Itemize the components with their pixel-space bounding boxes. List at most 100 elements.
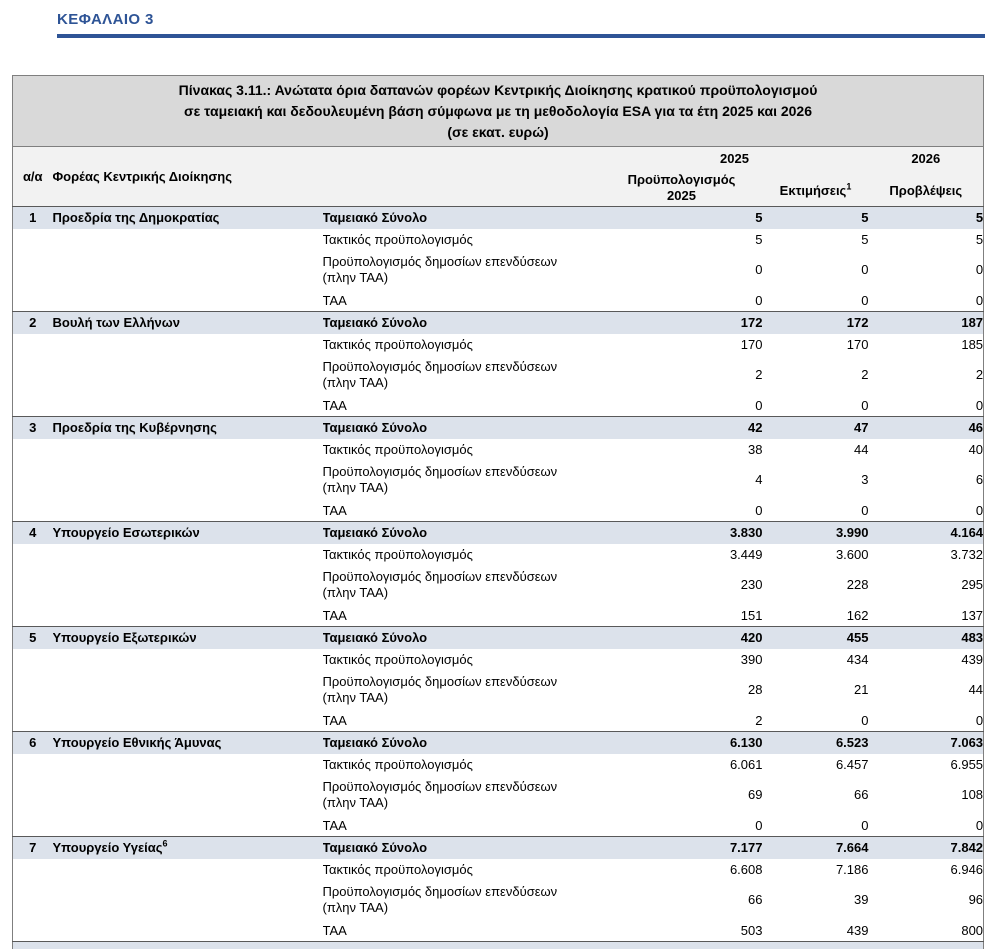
row-number-cell — [13, 776, 53, 815]
row-number-cell — [13, 356, 53, 395]
category-label-regular: Τακτικός προϋπολογισμός — [322, 442, 473, 457]
category-label-taa: ΤΑΑ — [322, 397, 347, 413]
value-estimates-2025: 162 — [846, 607, 869, 623]
entity-name-cell — [53, 334, 323, 356]
block-total-row-cutoff — [12, 941, 984, 949]
value-projections-2026: 0 — [975, 712, 984, 728]
category-label-regular: Τακτικός προϋπολογισμός — [322, 232, 473, 247]
value-estimates-2025: 0 — [861, 397, 869, 413]
value-estimates-2025: 0 — [861, 712, 869, 728]
entity-name-cell — [53, 229, 323, 251]
value-estimates-2025: 47 — [762, 416, 869, 439]
value-budget-2025: 0 — [755, 817, 763, 833]
header-aa: α/α — [12, 146, 53, 207]
entity-name-cell — [53, 671, 323, 710]
entity-name-cell: Υπουργείο Εσωτερικών — [52, 521, 323, 544]
value-projections-2026: 6.946 — [950, 862, 984, 877]
value-budget-2025: 2 — [755, 712, 763, 728]
block-taa-row: ΤΑΑ 151 162 137 — [13, 605, 984, 627]
block-total-row: 6 Υπουργείο Εθνικής Άμυνας Ταμειακό Σύνολο… — [12, 731, 984, 754]
category-label-pde: Προϋπολογισμός δημοσίων επενδύσεων (πλην … — [322, 569, 558, 600]
value-budget-2025: 2 — [755, 367, 763, 382]
block-taa-row: ΤΑΑ 0 0 0 — [13, 500, 984, 522]
value-budget-2025: 66 — [748, 892, 763, 907]
header-row-columns: Προϋπολογισμός 2025 Εκτιμήσεις1 Προβλέψει… — [13, 170, 984, 207]
value-estimates-2025: 21 — [854, 682, 869, 697]
value-budget-2025: 230 — [740, 577, 763, 592]
header-projections: Προβλέψεις — [868, 170, 984, 207]
value-projections-2026: 0 — [975, 292, 984, 308]
row-number-cell — [13, 859, 53, 881]
value-projections-2026: 7.063 — [868, 731, 984, 754]
category-label-total: Ταμειακό Σύνολο — [322, 311, 601, 334]
value-projections-2026: 439 — [961, 652, 984, 667]
row-number-cell — [13, 334, 53, 356]
value-projections-2026: 40 — [968, 442, 984, 457]
entity-name-cell — [53, 439, 323, 461]
table-title-row: Πίνακας 3.11.: Ανώτατα όρια δαπανών φορέ… — [12, 75, 984, 147]
value-estimates-2025: 66 — [854, 787, 869, 802]
row-number-cell — [13, 500, 53, 522]
row-number-cell — [13, 251, 53, 290]
value-budget-2025: 3.449 — [729, 547, 763, 562]
value-projections-2026: 5 — [975, 232, 984, 247]
header-budget-2025-line2: 2025 — [667, 188, 696, 204]
category-label-regular: Τακτικός προϋπολογισμός — [322, 337, 473, 352]
value-projections-2026: 7.842 — [868, 836, 984, 859]
table-title-line-2: σε ταμειακή και δεδουλευμένη βάση σύμφων… — [184, 102, 812, 119]
entity-name-cell — [53, 815, 323, 837]
category-label-taa: ΤΑΑ — [322, 292, 347, 308]
entity-name-cell: Βουλή των Ελλήνων — [52, 311, 323, 334]
row-number-cell — [13, 290, 53, 312]
category-label-pde: Προϋπολογισμός δημοσίων επενδύσεων (πλην … — [322, 359, 558, 390]
entity-name-cell — [53, 881, 323, 920]
category-label-total: Ταμειακό Σύνολο — [322, 416, 601, 439]
value-projections-2026: 4.164 — [868, 521, 984, 544]
block-total-row: 5 Υπουργείο Εξωτερικών Ταμειακό Σύνολο 420 4… — [12, 626, 984, 649]
row-number-cell — [13, 815, 53, 837]
value-budget-2025: 503 — [740, 922, 763, 938]
category-label-regular: Τακτικός προϋπολογισμός — [322, 652, 473, 667]
entity-name-cell: Υπουργείο Υγείας6 — [52, 836, 323, 859]
entity-name-cell — [53, 544, 323, 566]
block-total-row: 7 Υπουργείο Υγείας6 Ταμειακό Σύνολο 7.177 7.… — [12, 836, 984, 859]
value-projections-2026: 5 — [868, 206, 984, 229]
row-number-cell — [12, 941, 53, 949]
category-label-taa: ΤΑΑ — [322, 817, 347, 833]
block-taa-row: ΤΑΑ 0 0 0 — [13, 395, 984, 417]
value-projections-2026: 6 — [975, 472, 984, 487]
entity-name-cell: Υπουργείο Εξωτερικών — [52, 626, 323, 649]
row-number-cell — [13, 229, 53, 251]
block-total-row: 1 Προεδρία της Δημοκρατίας Ταμειακό Σύνολο… — [12, 206, 984, 229]
value-estimates-2025: 7.186 — [835, 862, 869, 877]
header-year-2025: 2025 — [600, 146, 869, 171]
value-projections-2026: 137 — [961, 607, 984, 623]
entity-name-cell — [53, 920, 323, 942]
header-budget-2025: Προϋπολογισμός 2025 — [600, 170, 763, 207]
row-number-cell: 1 — [12, 206, 53, 229]
entity-name-cell — [53, 290, 323, 312]
value-estimates-2025: 0 — [861, 502, 869, 518]
table-title-line-1: Πίνακας 3.11.: Ανώτατα όρια δαπανών φορέ… — [178, 81, 818, 98]
row-number-cell — [13, 605, 53, 627]
row-number-cell — [13, 710, 53, 732]
category-label-pde: Προϋπολογισμός δημοσίων επενδύσεων (πλην … — [322, 884, 558, 915]
value-estimates-2025: 3.990 — [762, 521, 869, 544]
value-estimates-2025: 439 — [846, 922, 869, 938]
value-budget-2025: 390 — [740, 652, 763, 667]
entity-name-cell — [52, 941, 323, 949]
block-taa-row: ΤΑΑ 0 0 0 — [13, 290, 984, 312]
entity-name-cell — [53, 776, 323, 815]
block-pde-row: Προϋπολογισμός δημοσίων επενδύσεων (πλην … — [13, 671, 984, 710]
header-row-years: α/α Φορέας Κεντρικής Διοίκησης 2025 2026 — [12, 146, 984, 207]
block-pde-row: Προϋπολογισμός δημοσίων επενδύσεων (πλην … — [13, 356, 984, 395]
row-number-cell — [13, 671, 53, 710]
value-projections-2026: 2 — [975, 367, 984, 382]
value-budget-2025: 6.061 — [729, 757, 763, 772]
value-budget-2025: 28 — [748, 682, 763, 697]
row-number-cell: 4 — [12, 521, 53, 544]
row-number-cell — [13, 881, 53, 920]
value-estimates-2025: 6.523 — [762, 731, 869, 754]
value-budget-2025: 170 — [740, 337, 763, 352]
value-projections-2026: 46 — [868, 416, 984, 439]
